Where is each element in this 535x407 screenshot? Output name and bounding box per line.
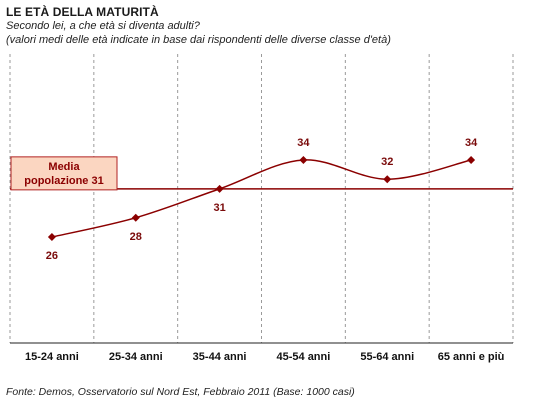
data-point-marker bbox=[47, 233, 56, 242]
chart-subtitle-question: Secondo lei, a che età si diventa adulti… bbox=[6, 20, 200, 32]
category-labels: 15-24 anni 25-34 anni 35-44 anni 45-54 anni… bbox=[25, 351, 504, 363]
data-value-label: 32 bbox=[381, 156, 393, 168]
category-label: 65 anni e più bbox=[438, 351, 505, 363]
series-line bbox=[51, 159, 472, 238]
data-value-label: 34 bbox=[465, 137, 478, 149]
data-point-marker bbox=[467, 155, 476, 164]
category-label: 35-44 anni bbox=[193, 351, 247, 363]
data-point-marker bbox=[131, 213, 140, 222]
reference-line-group: Media popolazione 31 bbox=[10, 156, 513, 191]
data-value-label: 31 bbox=[213, 202, 225, 214]
chart-title: LE ETÀ DELLA MATURITÀ bbox=[6, 5, 159, 19]
source-note: Fonte: Demos, Osservatorio sul Nord Est,… bbox=[6, 386, 355, 398]
data-point-marker bbox=[383, 175, 392, 184]
data-value-label: 28 bbox=[130, 231, 142, 243]
data-point-marker bbox=[215, 184, 224, 193]
value-labels: 26 28 31 34 32 34 bbox=[46, 137, 478, 262]
reference-label-line1: Media bbox=[48, 161, 80, 173]
reference-label-box: Media popolazione 31 bbox=[10, 156, 118, 191]
category-label: 25-34 anni bbox=[109, 351, 163, 363]
chart-subtitle-note: (valori medi delle età indicate in base … bbox=[6, 34, 391, 46]
category-label: 15-24 anni bbox=[25, 351, 79, 363]
data-value-label: 34 bbox=[297, 137, 310, 149]
reference-label-line2: popolazione 31 bbox=[24, 175, 103, 187]
category-label: 55-64 anni bbox=[360, 351, 414, 363]
data-value-label: 26 bbox=[46, 250, 58, 262]
data-point-marker bbox=[299, 155, 308, 164]
chart-grid bbox=[9, 54, 514, 343]
category-label: 45-54 anni bbox=[277, 351, 331, 363]
series-markers bbox=[47, 155, 476, 242]
